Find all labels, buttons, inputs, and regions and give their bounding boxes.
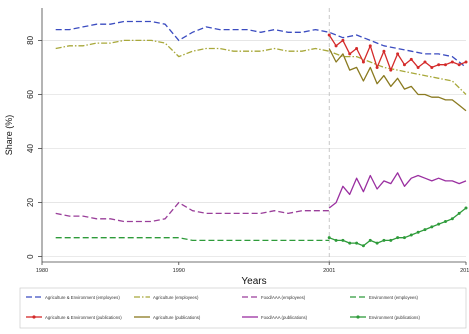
series-point-8: [341, 238, 345, 242]
series-point-8: [348, 241, 352, 245]
series-line-2: [55, 39, 467, 95]
series-point-5: [348, 52, 352, 56]
series-point-8: [389, 238, 393, 242]
series-point-8: [437, 222, 441, 226]
y-tick-label: 0: [26, 254, 35, 259]
series-point-5: [327, 33, 331, 37]
legend-label-5: Agriculture & Environment (publications): [45, 315, 122, 320]
series-point-5: [450, 60, 454, 64]
y-tick-label: 40: [26, 144, 35, 153]
legend-label-2: Agriculture (employees): [153, 295, 199, 300]
series-point-5: [361, 60, 365, 64]
legend-label-7: Food/AAA (publications): [261, 315, 308, 320]
series-point-8: [368, 238, 372, 242]
series-point-8: [443, 219, 447, 223]
series-point-8: [396, 236, 400, 240]
series-point-5: [382, 49, 386, 53]
series-point-5: [375, 65, 379, 69]
x-axis-title: Years: [241, 276, 266, 287]
plot-background: [42, 8, 466, 262]
series-point-8: [430, 225, 434, 229]
axes: 0 20 40 60 80 1980 1990 2001 2011: [26, 8, 469, 274]
series-point-5: [389, 68, 393, 72]
legend-label-1: Agriculture & Environment (employees): [45, 295, 120, 300]
y-tick-label: 80: [26, 35, 35, 44]
x-tick-label: 1990: [173, 268, 185, 274]
series-line-3: [55, 201, 330, 223]
series-point-8: [327, 236, 331, 240]
series-point-5: [368, 44, 372, 48]
legend-marker-8: [356, 315, 360, 319]
legend-box: [19, 287, 467, 329]
series-point-5: [396, 52, 400, 56]
series-point-8: [416, 230, 420, 234]
legend-marker-5: [32, 315, 36, 319]
series-point-5: [416, 65, 420, 69]
series-point-8: [450, 217, 454, 221]
series-point-8: [409, 233, 413, 237]
y-tick-label: 20: [26, 198, 35, 207]
y-axis-title: Share (%): [4, 115, 14, 156]
series-point-8: [464, 206, 468, 210]
series-point-5: [430, 65, 434, 69]
x-tick-label: 2011: [460, 268, 469, 274]
legend-label-4: Environment (employees): [369, 295, 419, 300]
series-point-5: [437, 63, 441, 67]
series-point-5: [402, 63, 406, 67]
x-tick-label: 1980: [36, 268, 48, 274]
series-point-8: [457, 211, 461, 215]
legend-label-3: Food/AAA (employees): [261, 295, 306, 300]
series-line-4: [55, 237, 330, 242]
x-tick-label: 2001: [323, 268, 335, 274]
series-point-8: [334, 238, 338, 242]
series-line-6: [328, 48, 467, 112]
data-series: [55, 20, 468, 248]
series-point-8: [382, 238, 386, 242]
series-point-5: [443, 63, 447, 67]
series-point-5: [423, 60, 427, 64]
series-point-8: [423, 228, 427, 232]
series-point-5: [355, 47, 359, 51]
series-point-8: [361, 244, 365, 248]
legend-label-8: Environment (publications): [369, 315, 420, 320]
series-point-5: [334, 44, 338, 48]
series-point-5: [341, 38, 345, 42]
series-point-8: [375, 241, 379, 245]
series-line-1: [55, 20, 467, 68]
series-point-5: [457, 63, 461, 67]
y-tick-label: 60: [26, 89, 35, 98]
series-line-7: [328, 172, 467, 209]
legend: Agriculture & Environment (employees) Agr…: [19, 287, 467, 329]
series-point-5: [464, 60, 468, 64]
series-point-5: [409, 57, 413, 61]
legend-label-6: Agriculture (publications): [153, 315, 201, 320]
series-point-8: [355, 241, 359, 245]
series-point-8: [402, 236, 406, 240]
gridlines: [42, 40, 466, 257]
